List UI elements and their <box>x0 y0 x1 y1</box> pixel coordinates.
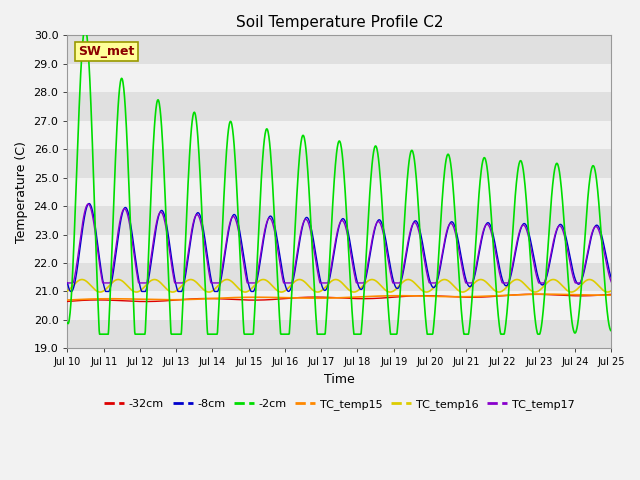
Title: Soil Temperature Profile C2: Soil Temperature Profile C2 <box>236 15 443 30</box>
Legend: -32cm, -8cm, -2cm, TC_temp15, TC_temp16, TC_temp17: -32cm, -8cm, -2cm, TC_temp15, TC_temp16,… <box>100 395 579 414</box>
Text: SW_met: SW_met <box>78 45 134 58</box>
Bar <box>67 64 611 92</box>
Y-axis label: Temperature (C): Temperature (C) <box>15 141 28 243</box>
Bar <box>67 291 611 320</box>
Bar <box>67 178 611 206</box>
X-axis label: Time: Time <box>324 373 355 386</box>
Bar <box>67 235 611 263</box>
Bar <box>67 120 611 149</box>
